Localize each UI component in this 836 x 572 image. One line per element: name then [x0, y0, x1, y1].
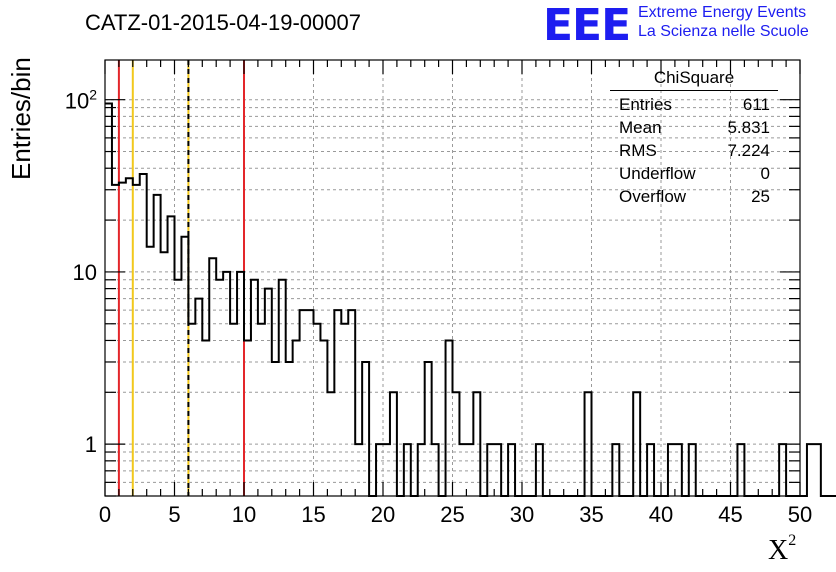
x-tick-label: 35	[579, 502, 603, 527]
x-tick-label: 0	[99, 502, 111, 527]
stats-row-mean: Mean 5.831	[610, 116, 778, 139]
x-tick-label: 5	[168, 502, 180, 527]
x-tick-label: 15	[301, 502, 325, 527]
stats-label: Mean	[619, 118, 662, 137]
x-tick-label: 45	[718, 502, 742, 527]
brand-line-2: La Scienza nelle Scuole	[638, 23, 809, 40]
x-tick-label: 25	[440, 502, 464, 527]
x-tick-label: 50	[788, 502, 812, 527]
stats-label: Underflow	[619, 164, 696, 183]
stats-row-overflow: Overflow 25	[610, 185, 778, 208]
stats-row-underflow: Underflow 0	[610, 162, 778, 185]
stats-row-rms: RMS 7.224	[610, 139, 778, 162]
stats-value: 7.224	[727, 141, 770, 160]
plot-title: CATZ-01-2015-04-19-00007	[85, 10, 361, 35]
stats-value: 611	[742, 95, 770, 114]
svg-text:EEE: EEE	[543, 2, 630, 44]
stats-label: RMS	[619, 141, 657, 160]
brand-line-1: Extreme Energy Events	[638, 4, 807, 21]
stats-value: 25	[751, 187, 770, 206]
x-axis-label: X2	[768, 531, 797, 566]
stats-row-entries: Entries 611	[610, 93, 778, 116]
stats-box: ChiSquare Entries 611 Mean 5.831 RMS 7.2…	[610, 68, 778, 208]
y-tick-label: 102	[65, 87, 97, 114]
x-tick-label: 10	[232, 502, 256, 527]
stats-title: ChiSquare	[610, 68, 778, 91]
y-tick-label: 1	[85, 432, 97, 457]
x-tick-label: 30	[510, 502, 534, 527]
stats-value: 5.831	[727, 118, 770, 137]
y-axis-label: Entries/bin	[6, 57, 36, 180]
stats-value: 0	[760, 164, 770, 183]
grid-lines	[105, 60, 800, 497]
x-tick-label: 40	[649, 502, 673, 527]
stats-label: Overflow	[619, 187, 687, 206]
x-tick-label: 20	[371, 502, 395, 527]
y-axis-ticks: 1 10 102	[65, 87, 800, 497]
histogram-outline	[105, 102, 836, 497]
eee-logo: EEE	[543, 2, 631, 44]
x-axis-ticks: 0 5 10 15 20 25 30 35 40 45 50	[99, 60, 812, 527]
stats-label: Entries	[619, 95, 672, 114]
y-tick-label: 10	[73, 260, 97, 285]
brand-text: Extreme Energy Events La Scienza nelle S…	[638, 3, 809, 41]
